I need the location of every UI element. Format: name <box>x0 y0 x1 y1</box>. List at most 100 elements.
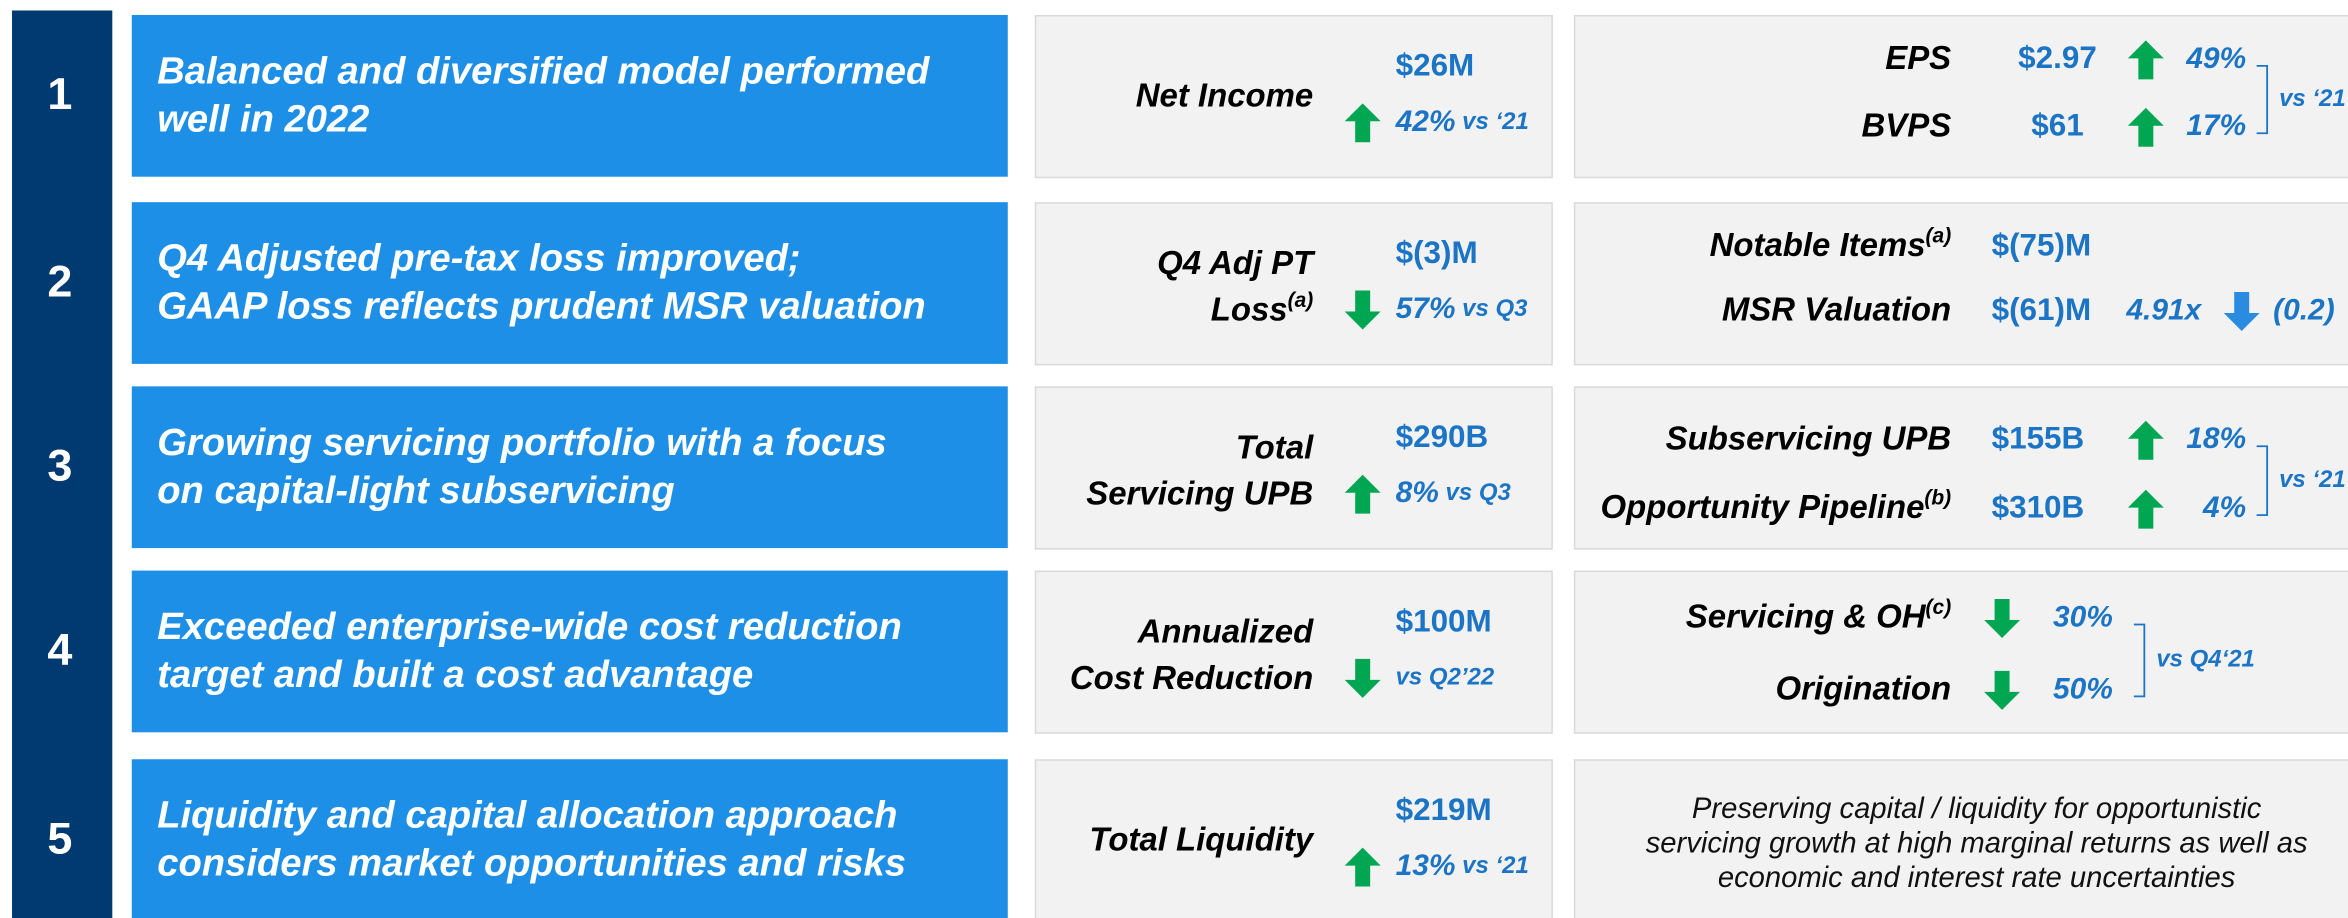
superscript: (b) <box>1924 486 1951 509</box>
row-number: 4 <box>47 624 72 675</box>
detail-label: Subservicing UPB <box>1666 419 1952 456</box>
row-number: 2 <box>47 255 72 306</box>
arrow-up <box>2127 420 2164 460</box>
detail-box <box>1573 386 2348 550</box>
detail-label-text: Opportunity Pipeline <box>1601 488 1925 525</box>
metric-label-text: Loss <box>1211 290 1288 327</box>
metric-change: vs Q2’22 <box>1396 664 1495 691</box>
detail-value: $(61)M <box>1992 292 2092 327</box>
headline: on capital-light subservicing <box>157 469 675 512</box>
metric-vs: vs ‘21 <box>1462 108 1529 135</box>
bracket <box>2256 445 2269 517</box>
metric-label: Total <box>1236 428 1314 465</box>
metric-label-text: Cost Reduction <box>1070 659 1313 696</box>
headline-box <box>131 202 1008 364</box>
detail-label: Origination <box>1776 669 1952 706</box>
arrow-down <box>1344 290 1381 330</box>
detail-label-text: MSR Valuation <box>1722 290 1951 327</box>
detail-vs: vs Q4‘21 <box>2156 646 2255 673</box>
metric-value: $26M <box>1396 48 1475 83</box>
headline: target and built a cost advantage <box>157 653 753 696</box>
metric-change: 8% vs Q3 <box>1396 476 1512 509</box>
metric-label-text: Servicing UPB <box>1086 474 1313 511</box>
headline: Q4 Adjusted pre-tax loss improved; <box>157 237 800 280</box>
detail-label: MSR Valuation <box>1722 290 1951 327</box>
detail-label-text: BVPS <box>1861 106 1951 143</box>
detail-note: economic and interest rate uncertainties <box>1718 862 2236 894</box>
detail-label-text: Notable Items <box>1710 226 1926 263</box>
headline: Liquidity and capital allocation approac… <box>157 794 897 837</box>
detail-pct: 50% <box>2053 672 2113 705</box>
arrow-up <box>2127 107 2164 147</box>
metric-box <box>1034 570 1553 734</box>
detail-box <box>1573 202 2348 366</box>
detail-multiple: 4.91x <box>2125 293 2202 326</box>
detail-label: BVPS <box>1861 106 1951 143</box>
detail-value: $(75)M <box>1992 227 2092 262</box>
metric-label: Loss(a) <box>1211 289 1314 328</box>
detail-label-text: Origination <box>1776 669 1952 706</box>
detail-label: Servicing & OH(c) <box>1686 596 1951 635</box>
detail-label: EPS <box>1885 39 1951 76</box>
detail-box <box>1573 570 2348 734</box>
detail-label: Notable Items(a) <box>1710 224 1952 263</box>
row-number: 1 <box>47 68 72 119</box>
detail-value: $155B <box>1992 421 2085 456</box>
headline: Growing servicing portfolio with a focus <box>157 421 887 464</box>
metric-vs: vs Q3 <box>1446 480 1512 507</box>
bracket <box>2133 623 2146 698</box>
detail-note: Preserving capital / liquidity for oppor… <box>1692 793 2262 825</box>
detail-label-text: EPS <box>1885 39 1951 76</box>
detail-box <box>1573 759 2348 918</box>
detail-pct: 17% <box>2186 109 2246 142</box>
arrow-up <box>1344 103 1381 143</box>
superscript: (a) <box>1926 224 1952 247</box>
detail-label-text: Subservicing UPB <box>1666 419 1952 456</box>
metric-box <box>1034 759 1553 918</box>
metric-box <box>1034 386 1553 550</box>
detail-vs: vs ‘21 <box>2279 85 2346 112</box>
metric-box <box>1034 14 1553 179</box>
metric-vs: vs Q3 <box>1462 295 1528 322</box>
metric-label-text: Annualized <box>1137 612 1315 649</box>
metric-change: 57% vs Q3 <box>1396 292 1529 325</box>
headline-box <box>131 386 1008 549</box>
metric-label-text: Total <box>1236 428 1314 465</box>
arrow-down <box>1344 658 1381 698</box>
metric-label: Servicing UPB <box>1086 474 1313 511</box>
metric-label: Total Liquidity <box>1089 820 1314 857</box>
row-number: 5 <box>47 812 72 863</box>
detail-pct: 4% <box>2202 491 2246 524</box>
detail-pct: 30% <box>2053 600 2113 633</box>
superscript: (c) <box>1926 596 1952 619</box>
metric-box <box>1034 202 1553 366</box>
detail-label-text: Servicing & OH <box>1686 597 1927 634</box>
number-rail <box>11 10 113 918</box>
arrow-up <box>1344 474 1381 514</box>
headline: Balanced and diversified model performed <box>157 49 930 92</box>
detail-box <box>1573 14 2348 179</box>
detail-value: $2.97 <box>2018 40 2097 75</box>
metric-label-text: Total Liquidity <box>1089 820 1314 857</box>
headline: Exceeded enterprise-wide cost reduction <box>157 605 902 648</box>
headline-box <box>131 570 1008 733</box>
metric-label: Annualized <box>1137 612 1315 649</box>
detail-value: $310B <box>1992 489 2085 524</box>
headline-box <box>131 14 1008 177</box>
superscript: (a) <box>1288 289 1314 312</box>
metric-label-text: Net Income <box>1136 76 1314 113</box>
metric-pct: 13% <box>1396 849 1456 882</box>
metric-label-text: Q4 Adj PT <box>1157 244 1316 281</box>
metric-value: $100M <box>1396 603 1492 638</box>
arrow-up <box>1344 847 1381 887</box>
metric-value: $219M <box>1396 792 1492 827</box>
metric-change: 42% vs ‘21 <box>1395 105 1529 138</box>
bracket <box>2256 64 2269 135</box>
headline: well in 2022 <box>157 97 369 140</box>
detail-value: $61 <box>2031 108 2083 143</box>
headline: considers market opportunities and risks <box>157 842 906 885</box>
metric-vs: vs Q2’22 <box>1396 664 1495 691</box>
headline-box <box>131 759 1008 918</box>
